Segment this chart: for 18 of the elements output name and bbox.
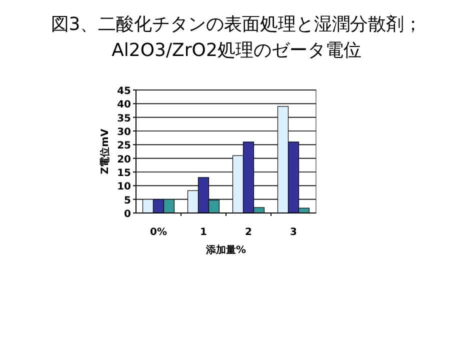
- y-tick-label: 5: [124, 195, 132, 206]
- x-tick-label: 3: [290, 227, 298, 238]
- y-tick-label: 15: [117, 168, 132, 179]
- x-tick-label: 0%: [150, 227, 167, 238]
- y-tick-label: 0: [124, 209, 132, 220]
- y-tick-label: 10: [117, 182, 132, 193]
- y-tick-label: 25: [117, 140, 132, 152]
- x-tick-label: 1: [200, 227, 208, 238]
- chart-subtitle: Al2O3/ZrO2処理のゼータ電位: [112, 40, 362, 61]
- y-tick-label: 20: [117, 154, 132, 166]
- y-tick-label: 30: [117, 127, 132, 138]
- y-tick-label: 40: [117, 100, 132, 111]
- x-tick-label: 2: [245, 227, 252, 238]
- y-axis-title: Z電位mV: [99, 128, 111, 174]
- y-tick-label: 35: [117, 113, 132, 124]
- title: 図3、二酸化チタンの表面処理と湿潤分散剤；: [50, 14, 422, 35]
- x-axis-title: 添加量%: [204, 244, 246, 256]
- y-tick-label: 45: [117, 86, 132, 97]
